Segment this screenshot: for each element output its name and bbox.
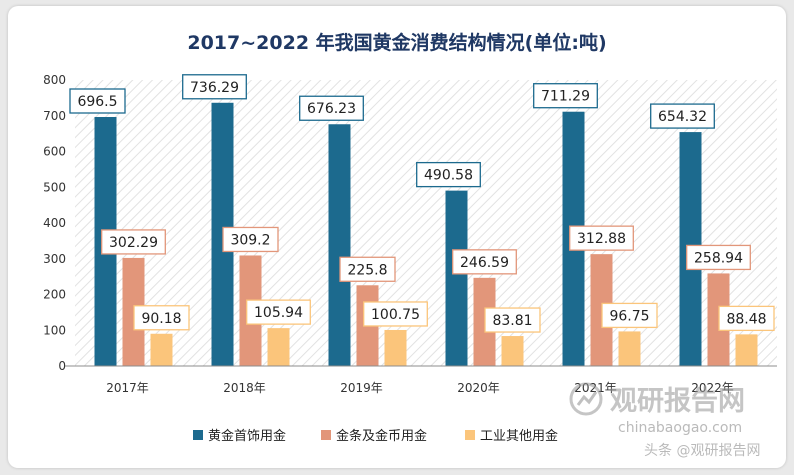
data-label-box [339, 256, 396, 282]
y-tick-label: 100 [43, 323, 66, 337]
bar [445, 190, 468, 366]
data-label-box [299, 95, 364, 121]
data-label: 258.94 [694, 250, 743, 266]
bar [618, 331, 641, 366]
legend-label: 工业其他用金 [480, 428, 558, 444]
x-tick-label: 2022年 [691, 381, 734, 395]
watermark-url: chinabaogao.com [618, 420, 742, 436]
legend-label: 金条及金币用金 [336, 428, 427, 444]
data-label: 490.58 [424, 168, 473, 184]
bar [267, 328, 290, 366]
data-labels: 696.5 302.29 90.18 736.29 309.2 105.94 676.23 2… [69, 74, 775, 333]
y-tick-label: 800 [43, 73, 66, 87]
watermark: 观研报告网 chinabaogao.com 头条 @观研报告网 [569, 382, 760, 459]
data-label-box [533, 83, 598, 109]
data-label: 88.48 [726, 311, 766, 327]
data-label-box [133, 305, 190, 331]
data-label: 654.32 [658, 109, 707, 125]
data-label: 105.94 [254, 305, 303, 321]
bar [735, 334, 758, 366]
data-label-box [650, 103, 715, 129]
watermark-social: 头条 @观研报告网 [644, 442, 760, 459]
data-label: 302.29 [109, 235, 158, 251]
data-label: 309.2 [230, 232, 270, 248]
data-label-box [484, 307, 541, 333]
x-tick-label: 2017年 [106, 381, 149, 395]
chart-title: 2017~2022 年我国黄金消费结构情况(单位:吨) [187, 31, 606, 54]
data-label: 676.23 [307, 101, 356, 117]
bar [150, 333, 173, 366]
watermark-logo-icon [569, 382, 603, 416]
data-label-box [363, 301, 428, 327]
y-tick-label: 200 [43, 288, 66, 302]
data-label: 696.5 [77, 94, 117, 110]
chart-frame: 2017~2022 年我国黄金消费结构情况(单位:吨) 0 100 200 300 40… [8, 6, 786, 468]
data-label-box [69, 88, 126, 114]
data-label-box [416, 161, 481, 188]
watermark-brand: 观研报告网 [610, 386, 745, 417]
legend-swatch [193, 430, 203, 440]
data-label-box [601, 302, 658, 329]
bar [501, 336, 524, 366]
data-label-box [246, 299, 311, 325]
bar [384, 329, 407, 366]
data-label-box [686, 244, 751, 271]
y-tick-label: 400 [43, 216, 66, 230]
data-label: 100.75 [371, 307, 420, 323]
bars [94, 102, 758, 367]
x-axis: 2017年 2018年 2019年 2020年 2021年 2022年 [106, 381, 734, 395]
data-label: 225.8 [347, 262, 387, 278]
data-label-box [569, 225, 634, 251]
y-tick-label: 0 [58, 359, 66, 373]
x-tick-label: 2019年 [340, 381, 383, 395]
legend: 黄金首饰用金 金条及金币用金 工业其他用金 [193, 428, 558, 444]
data-label-box [718, 305, 775, 332]
legend-label: 黄金首饰用金 [208, 428, 286, 444]
data-label: 246.59 [460, 255, 509, 271]
data-label: 90.18 [141, 311, 181, 327]
data-label: 736.29 [190, 80, 239, 96]
data-label: 83.81 [492, 313, 532, 329]
y-tick-label: 600 [43, 145, 66, 159]
data-label: 711.29 [541, 89, 590, 105]
y-tick-label: 700 [43, 109, 66, 123]
x-tick-label: 2020年 [457, 381, 500, 395]
y-tick-label: 500 [43, 180, 66, 194]
y-axis: 0 100 200 300 400 500 600 700 800 [43, 73, 66, 373]
data-label: 312.88 [577, 231, 626, 247]
x-tick-label: 2018年 [223, 381, 266, 395]
legend-swatch [465, 430, 475, 440]
bar-chart: 2017~2022 年我国黄金消费结构情况(单位:吨) 0 100 200 300 40… [43, 31, 777, 459]
bar [328, 124, 351, 366]
y-tick-label: 300 [43, 252, 66, 266]
data-label-box [182, 74, 247, 100]
data-label-box [452, 249, 517, 275]
data-label-box [101, 229, 166, 255]
legend-swatch [321, 430, 331, 440]
data-label-box [222, 226, 279, 253]
data-label: 96.75 [609, 308, 649, 324]
